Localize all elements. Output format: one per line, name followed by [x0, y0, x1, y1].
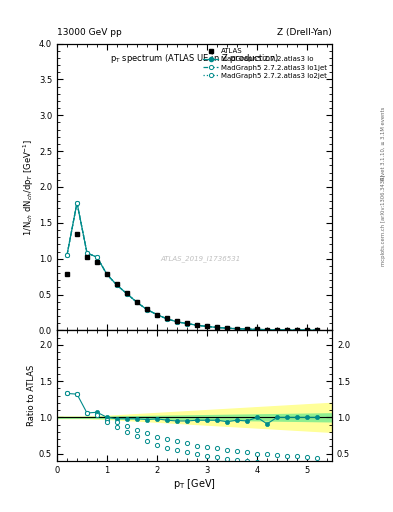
- Y-axis label: Ratio to ATLAS: Ratio to ATLAS: [27, 365, 36, 426]
- Text: 13000 GeV pp: 13000 GeV pp: [57, 28, 122, 37]
- Text: Rivet 3.1.10, ≥ 3.1M events: Rivet 3.1.10, ≥ 3.1M events: [381, 106, 386, 180]
- Y-axis label: 1/N$_{ch}$ dN$_{ch}$/dp$_{T}$ [GeV$^{-1}$]: 1/N$_{ch}$ dN$_{ch}$/dp$_{T}$ [GeV$^{-1}…: [22, 138, 36, 236]
- X-axis label: p$_{\rm T}$ [GeV]: p$_{\rm T}$ [GeV]: [173, 477, 216, 492]
- Legend: ATLAS, MadGraph5 2.7.2.atlas3 lo, MadGraph5 2.7.2.atlas3 lo1jet, MadGraph5 2.7.2: ATLAS, MadGraph5 2.7.2.atlas3 lo, MadGra…: [202, 47, 329, 80]
- Text: p$_{\rm T}$ spectrum (ATLAS UE in Z production): p$_{\rm T}$ spectrum (ATLAS UE in Z prod…: [110, 52, 279, 65]
- Text: ATLAS_2019_I1736531: ATLAS_2019_I1736531: [160, 255, 240, 262]
- Text: mcplots.cern.ch [arXiv:1306.3436]: mcplots.cern.ch [arXiv:1306.3436]: [381, 175, 386, 266]
- Text: Z (Drell-Yan): Z (Drell-Yan): [277, 28, 332, 37]
